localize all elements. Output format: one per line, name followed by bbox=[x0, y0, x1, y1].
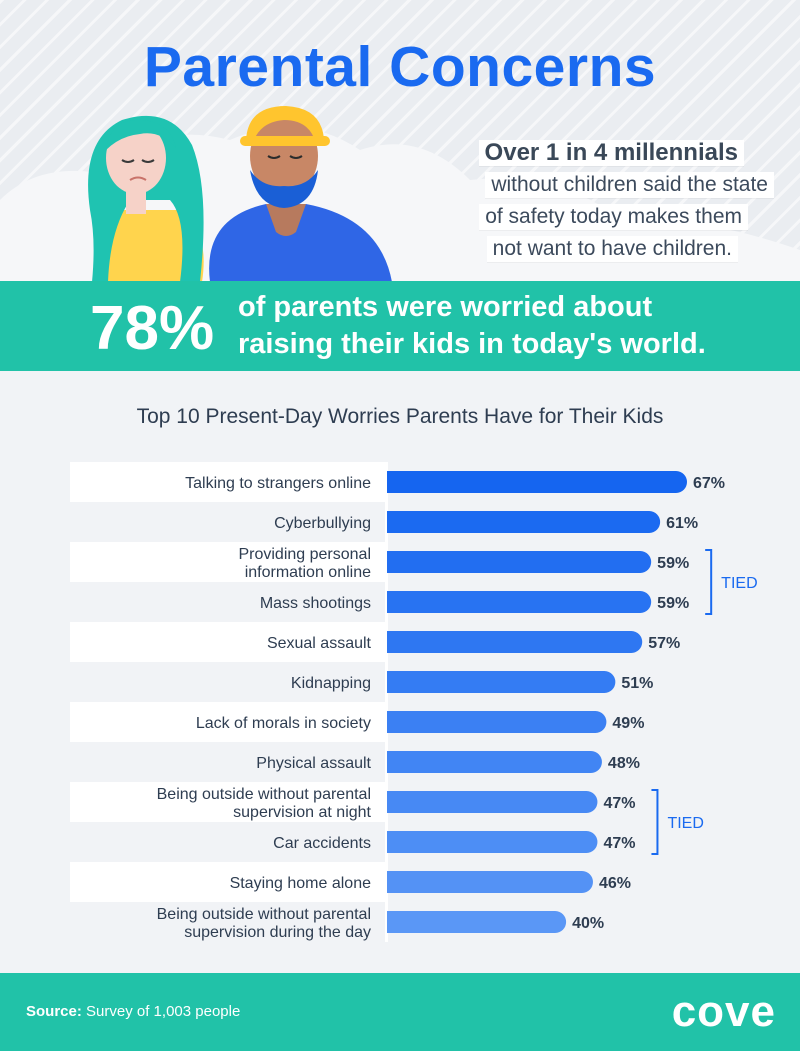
bar-base bbox=[387, 471, 409, 493]
chart-section: Top 10 Present-Day Worries Parents Have … bbox=[0, 371, 800, 973]
category-label: Being outside without parental bbox=[157, 786, 371, 803]
category-label: Cyberbullying bbox=[274, 515, 371, 532]
woman-figure bbox=[88, 115, 204, 282]
category-label: Staying home alone bbox=[230, 875, 372, 892]
bar bbox=[387, 591, 652, 613]
bar bbox=[387, 551, 652, 573]
banner-line: of parents were worried about bbox=[238, 291, 653, 323]
category-label: information online bbox=[245, 564, 371, 581]
label-band bbox=[70, 542, 387, 582]
bar-base bbox=[387, 511, 409, 533]
category-label: Kidnapping bbox=[291, 675, 371, 692]
stat-line: not want to have children. bbox=[486, 236, 738, 262]
value-label: 59% bbox=[657, 595, 689, 612]
label-band bbox=[70, 782, 387, 822]
banner-text: of parents were worried about raising th… bbox=[238, 289, 778, 363]
value-label: 57% bbox=[648, 635, 680, 652]
category-label: supervision during the day bbox=[184, 924, 371, 941]
source-text: Survey of 1,003 people bbox=[86, 1003, 241, 1020]
bar bbox=[387, 911, 567, 933]
value-label: 67% bbox=[693, 475, 725, 492]
bar-base bbox=[387, 591, 409, 613]
category-label: Car accidents bbox=[273, 835, 371, 852]
value-label: 59% bbox=[657, 555, 689, 572]
page-title: Parental Concerns bbox=[143, 35, 657, 99]
banner-percent: 78% bbox=[90, 294, 215, 363]
percent-banner: 78% of parents were worried about raisin… bbox=[0, 281, 800, 371]
category-label: Lack of morals in society bbox=[196, 715, 371, 732]
bar-base bbox=[387, 911, 409, 933]
bar bbox=[387, 831, 598, 853]
bar-base bbox=[387, 831, 409, 853]
value-label: 49% bbox=[612, 715, 644, 732]
category-label: Being outside without parental bbox=[157, 906, 371, 923]
bar bbox=[387, 631, 643, 653]
millennial-stat: Over 1 in 4 millennials without children… bbox=[402, 140, 774, 268]
tied-label: TIED bbox=[667, 815, 703, 832]
bar-base bbox=[387, 671, 409, 693]
value-label: 61% bbox=[666, 515, 698, 532]
bar-base bbox=[387, 551, 409, 573]
banner-line: raising their kids in today's world. bbox=[238, 328, 706, 360]
category-label: Mass shootings bbox=[260, 595, 371, 612]
value-label: 47% bbox=[603, 835, 635, 852]
label-band bbox=[70, 622, 387, 662]
source-label: Source: bbox=[26, 1003, 82, 1020]
bar bbox=[387, 711, 607, 733]
man-figure bbox=[209, 106, 392, 282]
tied-label: TIED bbox=[721, 575, 757, 592]
bar bbox=[387, 791, 598, 813]
chart-axis bbox=[385, 462, 388, 942]
bar-base bbox=[387, 631, 409, 653]
category-label: Sexual assault bbox=[267, 635, 372, 652]
bar bbox=[387, 511, 661, 533]
tied-bracket bbox=[651, 789, 659, 855]
cove-logo: cove bbox=[671, 987, 776, 1036]
worries-bar-chart: 67% Talking to strangers online 61% Cyberbu… bbox=[70, 462, 758, 942]
bar bbox=[387, 671, 616, 693]
bar bbox=[387, 751, 602, 773]
stat-line: without children said the state bbox=[485, 172, 774, 198]
value-label: 46% bbox=[599, 875, 631, 892]
bar-base bbox=[387, 791, 409, 813]
value-label: 51% bbox=[621, 675, 653, 692]
category-label: Providing personal bbox=[238, 546, 371, 563]
stat-line: of safety today makes them bbox=[479, 204, 748, 230]
bar-base bbox=[387, 751, 409, 773]
bar-base bbox=[387, 871, 409, 893]
parents-illustration bbox=[88, 106, 392, 282]
bar bbox=[387, 471, 687, 493]
tied-bracket bbox=[705, 549, 713, 615]
category-label: Talking to strangers online bbox=[185, 475, 371, 492]
chart-title: Top 10 Present-Day Worries Parents Have … bbox=[136, 405, 664, 428]
value-label: 48% bbox=[608, 755, 640, 772]
source-note: Source: Survey of 1,003 people bbox=[26, 1003, 240, 1020]
stat-headline: Over 1 in 4 millennials bbox=[478, 140, 744, 166]
bar bbox=[387, 871, 593, 893]
label-band bbox=[70, 702, 387, 742]
label-band bbox=[70, 462, 387, 502]
value-label: 40% bbox=[572, 915, 604, 932]
label-band bbox=[70, 862, 387, 902]
value-label: 47% bbox=[603, 795, 635, 812]
hero-section: Parental Concerns Over 1 in 4 millennial… bbox=[0, 0, 800, 282]
category-label: Physical assault bbox=[256, 755, 371, 772]
bar-base bbox=[387, 711, 409, 733]
footer: Source: Survey of 1,003 people cove bbox=[0, 973, 800, 1051]
category-label: supervision at night bbox=[233, 804, 371, 821]
